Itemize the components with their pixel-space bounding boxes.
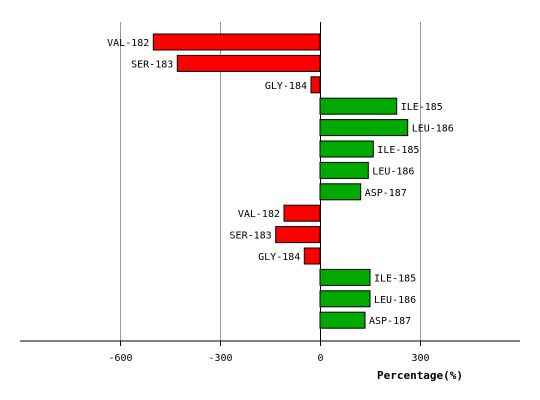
bar	[283, 204, 321, 222]
bar-category-label: ILE-185	[377, 145, 419, 156]
bar	[319, 140, 374, 158]
bar	[310, 76, 321, 94]
bar-category-label: ASP-187	[365, 188, 407, 199]
bar	[319, 97, 398, 115]
bar	[319, 183, 362, 201]
bar-category-label: SER-183	[131, 59, 173, 70]
bar-category-label: SER-183	[230, 231, 272, 242]
bar	[303, 247, 321, 265]
x-tick-label: -300	[208, 353, 232, 364]
bar-category-label: LEU-186	[374, 295, 416, 306]
x-tick-label: 0	[317, 353, 323, 364]
bar	[152, 33, 321, 51]
bar-category-label: ILE-185	[374, 273, 416, 284]
x-tick-label: -600	[108, 353, 132, 364]
bar-category-label: LEU-186	[412, 124, 454, 135]
bar	[319, 290, 371, 308]
x-axis-ticks: -600 -300 0 300	[108, 341, 430, 364]
bar	[176, 54, 321, 72]
bar-category-label: VAL-182	[107, 38, 149, 49]
bar	[319, 119, 409, 137]
bar-category-label: ASP-187	[369, 316, 411, 327]
bar	[275, 226, 321, 244]
bar	[319, 268, 371, 286]
bar-category-label: ILE-185	[401, 102, 443, 113]
bar-category-label: GLY-184	[258, 252, 300, 263]
bar-category-label: LEU-186	[372, 166, 414, 177]
bar	[319, 311, 366, 329]
bar-category-label: VAL-182	[238, 209, 280, 220]
x-tick-label: 300	[411, 353, 429, 364]
bar-category-label: GLY-184	[265, 81, 307, 92]
bars: VAL-182 SER-183 GLY-184 ILE-185 LEU-186 ILE-1…	[107, 33, 454, 329]
x-axis-label: Percentage(%)	[377, 369, 463, 382]
grid-lines	[120, 22, 421, 341]
bar	[319, 161, 369, 179]
